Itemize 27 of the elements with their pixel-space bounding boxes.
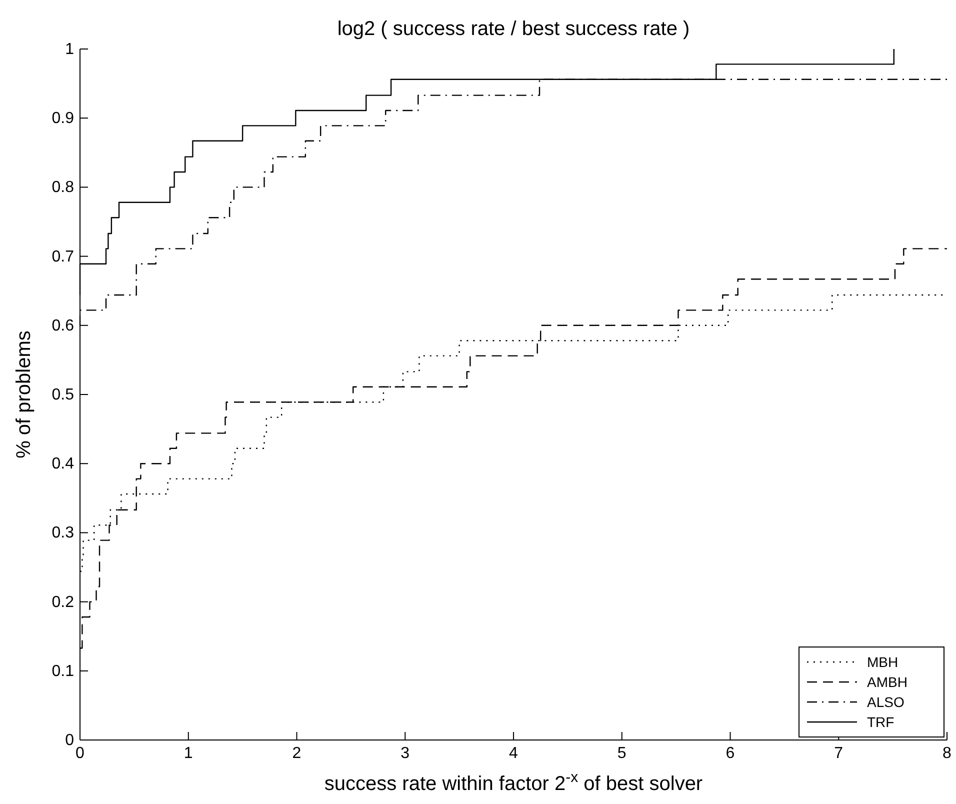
y-axis-title: % of problems — [13, 330, 35, 458]
y-tick-label: 0.2 — [52, 594, 74, 611]
x-tick-label: 3 — [400, 745, 410, 762]
y-tick-label: 0.3 — [52, 524, 74, 542]
legend-label: AMBH — [867, 674, 908, 690]
x-tick-label: 4 — [509, 745, 518, 762]
x-tick-label: 6 — [726, 745, 735, 762]
y-tick-label: 0.9 — [52, 110, 74, 128]
y-tick-label: 0.6 — [52, 317, 74, 334]
x-tick-label: 8 — [942, 745, 952, 762]
legend-label: TRF — [867, 714, 894, 730]
chart-title: log2 ( success rate / best success rate ) — [337, 18, 690, 40]
legend-label: ALSO — [867, 694, 904, 710]
x-tick-label: 2 — [292, 745, 302, 762]
x-tick-label: 5 — [617, 745, 626, 762]
x-tick-label: 1 — [184, 745, 193, 762]
y-tick-label: 0.5 — [52, 386, 74, 404]
y-tick-label: 0.4 — [52, 456, 74, 473]
y-tick-label: 0 — [65, 732, 74, 749]
x-axis-title: success rate within factor 2$^{-x}$ of best solver — [324, 768, 703, 795]
legend-label: MBH — [867, 654, 898, 670]
y-tick-label: 0.1 — [52, 662, 74, 680]
y-tick-label: 0.8 — [52, 179, 74, 196]
x-tick-label: 0 — [76, 745, 85, 762]
x-tick-label: 7 — [834, 745, 844, 762]
y-tick-label: 0.7 — [52, 248, 74, 266]
y-tick-label: 1 — [65, 41, 74, 58]
